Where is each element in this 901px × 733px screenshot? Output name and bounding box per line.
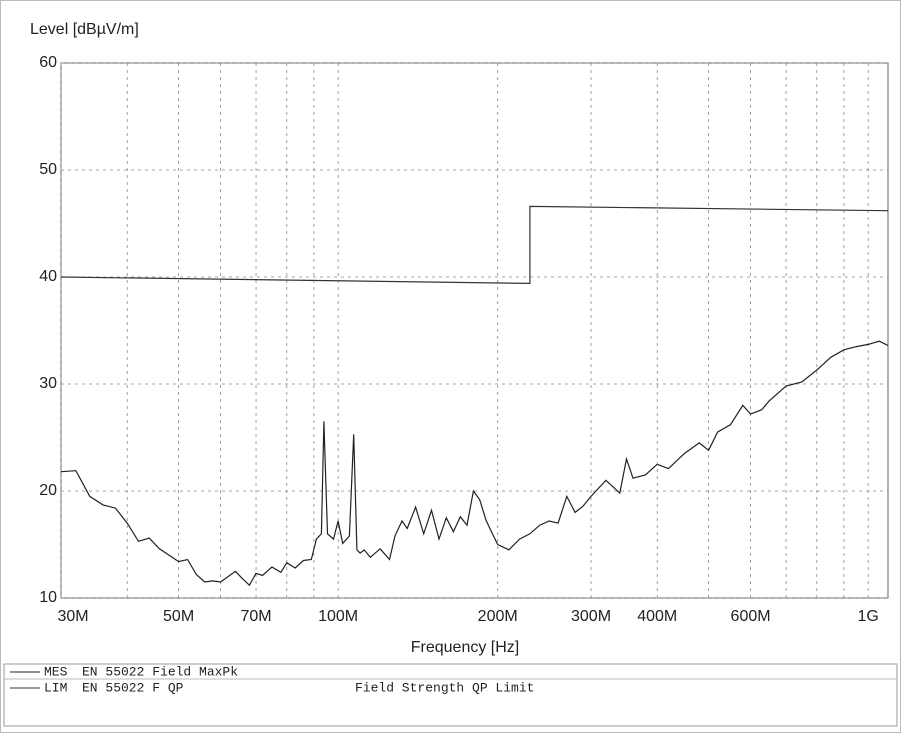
legend-description: EN 55022 F QP xyxy=(82,680,184,695)
y-tick-label: 30 xyxy=(39,375,57,392)
x-tick-label: 50M xyxy=(163,608,194,625)
legend-description: EN 55022 Field MaxPk xyxy=(82,664,238,679)
x-tick-label: 100M xyxy=(318,608,358,625)
x-tick-label: 1G xyxy=(857,608,878,625)
x-tick-label: 300M xyxy=(571,608,611,625)
x-tick-label: 400M xyxy=(637,608,677,625)
x-tick-label: 30M xyxy=(57,608,88,625)
legend-note: Field Strength QP Limit xyxy=(355,680,534,695)
series-line xyxy=(60,205,889,285)
x-axis-label: Frequency [Hz] xyxy=(411,639,519,656)
x-tick-label: 70M xyxy=(240,608,271,625)
series-line xyxy=(60,340,889,587)
legend-box xyxy=(3,663,898,727)
y-axis-label: Level [dBµV/m] xyxy=(30,21,139,38)
y-tick-label: 20 xyxy=(39,482,57,499)
y-tick-label: 60 xyxy=(39,54,57,71)
y-tick-label: 40 xyxy=(39,268,57,285)
legend-name: MES xyxy=(44,664,68,679)
y-tick-label: 50 xyxy=(39,161,57,178)
x-tick-label: 200M xyxy=(478,608,518,625)
y-tick-label: 10 xyxy=(39,589,57,606)
legend-name: LIM xyxy=(44,680,67,695)
x-tick-label: 600M xyxy=(731,608,771,625)
